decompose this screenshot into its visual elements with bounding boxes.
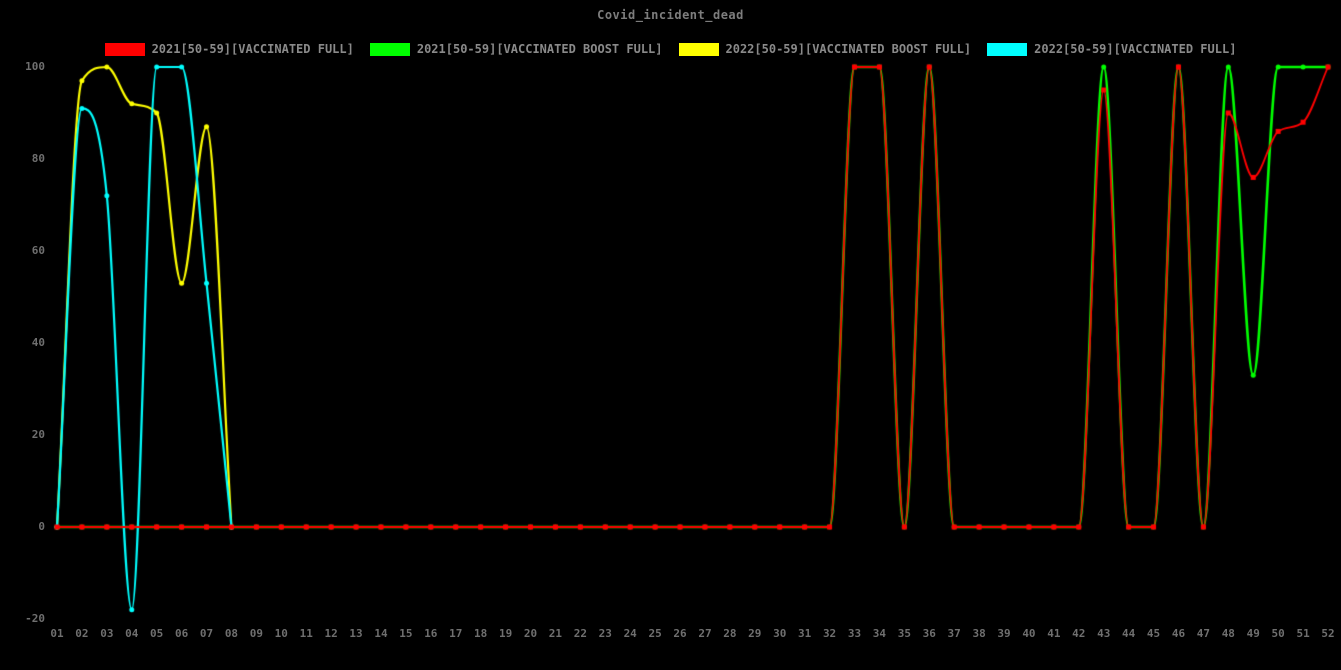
x-tick-label: 17: [449, 627, 463, 640]
x-tick-label: 51: [1296, 627, 1310, 640]
y-tick-label: 80: [31, 152, 45, 165]
y-tick-label: 100: [25, 60, 45, 73]
x-tick-label: 15: [399, 627, 413, 640]
x-tick-label: 11: [299, 627, 313, 640]
x-tick-label: 32: [822, 627, 837, 640]
x-tick-label: 10: [274, 627, 288, 640]
x-tick-label: 20: [523, 627, 538, 640]
legend-item-2021-vaccinated-full: 2021[50-59][VACCINATED FULL]: [104, 42, 354, 56]
x-tick-label: 13: [349, 627, 363, 640]
x-tick-label: 29: [748, 627, 762, 640]
x-tick-label: 39: [997, 627, 1011, 640]
x-tick-label: 18: [474, 627, 488, 640]
x-tick-label: 09: [249, 627, 263, 640]
x-tick-label: 21: [548, 627, 563, 640]
x-tick-label: 04: [125, 627, 139, 640]
legend-swatch-red: [104, 42, 145, 56]
legend-swatch-cyan: [987, 42, 1028, 56]
x-tick-label: 12: [324, 627, 338, 640]
x-tick-label: 08: [224, 627, 239, 640]
x-tick-label: 42: [1072, 627, 1086, 640]
x-tick-label: 45: [1146, 627, 1161, 640]
x-tick-label: 24: [623, 627, 637, 640]
x-tick-label: 46: [1171, 627, 1186, 640]
x-tick-label: 34: [872, 627, 887, 640]
x-tick-label: 35: [897, 627, 911, 640]
x-tick-label: 03: [100, 627, 114, 640]
x-tick-label: 49: [1246, 627, 1260, 640]
x-tick-label: 22: [573, 627, 587, 640]
y-tick-label: 0: [38, 520, 45, 533]
chart-title: Covid_incident_dead: [597, 8, 744, 22]
x-tick-label: 27: [698, 627, 712, 640]
legend-item-2021-vaccinated-boost-full: 2021[50-59][VACCINATED BOOST FULL]: [369, 42, 663, 56]
legend-label: 2021[50-59][VACCINATED BOOST FULL]: [416, 42, 663, 56]
y-tick-label: -20: [25, 612, 45, 625]
x-tick-label: 01: [50, 627, 64, 640]
legend-item-2022-vaccinated-boost-full: 2022[50-59][VACCINATED BOOST FULL]: [678, 42, 972, 56]
x-tick-label: 30: [773, 627, 787, 640]
x-tick-label: 38: [972, 627, 986, 640]
x-tick-label: 28: [723, 627, 737, 640]
x-tick-label: 52: [1321, 627, 1335, 640]
y-tick-label: 40: [31, 336, 45, 349]
x-tick-label: 19: [498, 627, 513, 640]
legend-swatch-yellow: [678, 42, 719, 56]
x-tick-label: 31: [798, 627, 812, 640]
x-tick-label: 33: [847, 627, 862, 640]
x-tick-label: 50: [1271, 627, 1285, 640]
legend-swatch-green: [369, 42, 410, 56]
x-tick-label: 48: [1221, 627, 1235, 640]
x-tick-label: 37: [947, 627, 961, 640]
x-tick-label: 16: [424, 627, 438, 640]
x-tick-label: 07: [199, 627, 214, 640]
x-tick-label: 41: [1047, 627, 1061, 640]
y-tick-label: 20: [31, 428, 45, 441]
x-tick-label: 23: [598, 627, 612, 640]
legend-item-2022-vaccinated-full: 2022[50-59][VACCINATED FULL]: [987, 42, 1236, 56]
legend-label: 2022[50-59][VACCINATED FULL]: [1034, 42, 1237, 56]
x-tick-label: 02: [75, 627, 89, 640]
x-tick-label: 47: [1196, 627, 1211, 640]
x-tick-label: 44: [1122, 627, 1136, 640]
legend-label: 2022[50-59][VACCINATED BOOST FULL]: [725, 42, 972, 56]
y-tick-label: 60: [31, 244, 45, 257]
x-tick-label: 06: [174, 627, 189, 640]
x-tick-label: 14: [374, 627, 388, 640]
x-tick-label: 43: [1097, 627, 1111, 640]
x-tick-label: 25: [648, 627, 662, 640]
x-tick-label: 05: [150, 627, 164, 640]
legend-label: 2021[50-59][VACCINATED FULL]: [151, 42, 354, 56]
x-tick-label: 36: [922, 627, 936, 640]
x-tick-label: 26: [673, 627, 687, 640]
x-tick-label: 40: [1022, 627, 1036, 640]
legend: 2021[50-59][VACCINATED FULL] 2021[50-59]…: [0, 42, 1341, 56]
